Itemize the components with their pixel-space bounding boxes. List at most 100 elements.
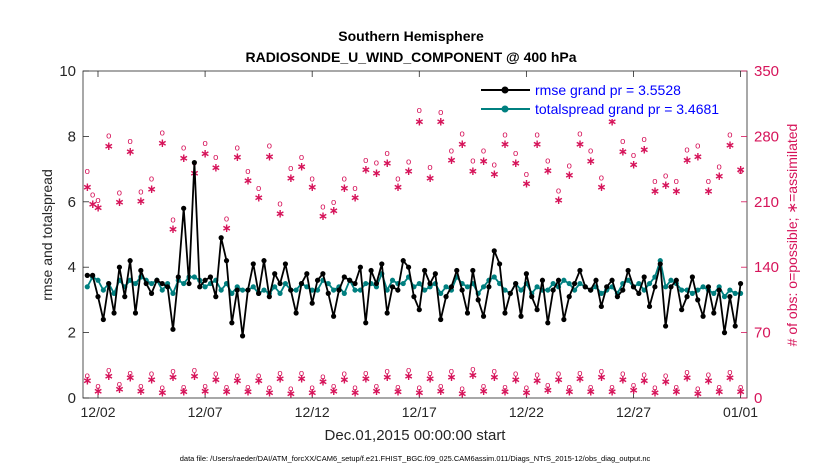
rmse-point (539, 277, 546, 283)
obs-assimilated-marker: ∗ (607, 115, 617, 129)
obs-possible-marker: o (609, 383, 615, 393)
spread-point (464, 284, 471, 290)
obs-assimilated-marker: ∗ (275, 372, 285, 386)
rmse-point (293, 310, 299, 316)
obs-possible-marker: o (90, 190, 96, 200)
obs-possible-marker: o (202, 139, 208, 149)
y-left-tick-label: 4 (68, 259, 76, 276)
rmse-point (213, 294, 219, 300)
rmse-point (721, 330, 728, 336)
obs-possible-marker: o (545, 157, 551, 167)
obs-possible-marker: o (727, 131, 733, 141)
obs-assimilated-marker: ∗ (532, 137, 542, 151)
obs-possible-marker: o (481, 382, 487, 392)
spread-point (422, 287, 428, 293)
obs-possible-marker: o (352, 384, 358, 394)
spread-point (502, 287, 508, 293)
spread-point (566, 280, 572, 287)
obs-assimilated-marker: ∗ (350, 386, 360, 400)
y-left-tick-label: 10 (59, 63, 76, 80)
chart-title-line-1: Southern Hemisphere (338, 28, 484, 44)
rmse-point (111, 310, 117, 316)
spread-point (202, 284, 208, 290)
rmse-point (470, 267, 476, 274)
spread-point (282, 280, 289, 287)
rmse-point (502, 310, 508, 316)
obs-assimilated-marker: ∗ (639, 143, 649, 157)
plot-area (82, 70, 748, 399)
obs-assimilated-marker: ∗ (104, 139, 114, 153)
rmse-point (250, 261, 256, 267)
obs-possible-marker: o (342, 174, 348, 184)
rmse-point (646, 303, 653, 310)
obs-possible-marker: o (406, 366, 412, 376)
legend-rmse-label: rmse grand pr = 3.5528 (535, 82, 681, 98)
obs-assimilated-marker: ∗ (650, 386, 660, 400)
rmse-point (347, 277, 353, 283)
obs-assimilated-marker: ∗ (500, 385, 510, 399)
obs-possible-marker: o (95, 382, 101, 392)
obs-possible-marker: o (224, 215, 230, 225)
rmse-point (545, 320, 551, 326)
obs-possible-marker: o (331, 198, 337, 208)
obs-assimilated-marker: ∗ (714, 169, 724, 183)
obs-assimilated-marker: ∗ (639, 374, 649, 388)
obs-assimilated-marker: ∗ (168, 222, 178, 236)
spread-point (646, 280, 653, 287)
obs-possible-marker: o (652, 384, 658, 394)
spread-point (438, 290, 444, 296)
spread-point (250, 284, 256, 290)
obs-assimilated-marker: ∗ (393, 180, 403, 194)
spread-point (170, 290, 176, 296)
rmse-point (604, 284, 610, 290)
rmse-point (432, 271, 438, 277)
obs-possible-marker: o (117, 188, 123, 198)
spread-point (159, 287, 165, 293)
obs-assimilated-marker: ∗ (479, 384, 489, 398)
obs-possible-marker: o (106, 366, 112, 376)
obs-possible-marker: o (663, 172, 669, 182)
obs-assimilated-marker: ∗ (189, 369, 199, 383)
x-tick-label: 01/01 (723, 404, 758, 420)
obs-assimilated-marker: ∗ (221, 385, 231, 399)
spread-point (352, 287, 358, 293)
x-axis: 12/02 12/07 12/12 12/17 12/22 12/27 01/01 (80, 71, 758, 420)
obs-assimilated-marker: ∗ (511, 373, 521, 387)
legend-spread-label: totalspread grand pr = 3.4681 (535, 101, 719, 117)
rmse-point (411, 294, 417, 300)
x-tick-label: 12/22 (509, 404, 544, 420)
rmse-point (684, 294, 690, 300)
obs-possible-marker: o (138, 382, 144, 392)
obs-possible-marker: o (534, 131, 540, 141)
obs-assimilated-marker: ∗ (671, 184, 681, 198)
spread-point (443, 284, 449, 290)
obs-possible-marker: o (684, 145, 690, 155)
spread-point (732, 290, 738, 296)
obs-assimilated-marker: ∗ (693, 387, 703, 401)
rmse-point (159, 280, 165, 287)
rmse-point (363, 320, 369, 326)
rmse-point (732, 323, 738, 329)
obs-possible-marker: o (716, 383, 722, 393)
spread-point (84, 284, 90, 290)
obs-possible-marker: o (449, 146, 455, 156)
rmse-point (116, 264, 123, 270)
obs-assimilated-marker: ∗ (682, 371, 692, 385)
rmse-point (314, 277, 321, 283)
rmse-point (266, 294, 272, 300)
spread-point (598, 290, 604, 296)
rmse-point (143, 280, 149, 287)
obs-possible-marker: o (245, 167, 251, 177)
obs-assimilated-marker: ∗ (361, 372, 371, 386)
obs-assimilated-marker: ∗ (650, 184, 660, 198)
obs-possible-marker: o (342, 370, 348, 380)
rmse-point (705, 284, 712, 290)
obs-possible-marker: o (256, 372, 262, 382)
obs-assimilated-marker: ∗ (296, 372, 306, 386)
obs-assimilated-marker: ∗ (254, 374, 264, 388)
obs-assimilated-marker: ∗ (457, 387, 467, 401)
obs-assimilated-marker: ∗ (371, 166, 381, 180)
spread-point (384, 287, 390, 293)
y-right-tick-label: 280 (754, 128, 779, 145)
rmse-point (486, 284, 492, 290)
